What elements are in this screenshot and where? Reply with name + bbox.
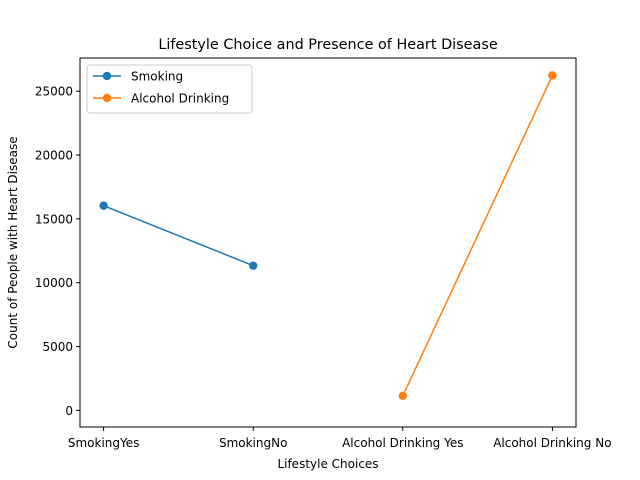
x-tick-label: Alcohol Drinking Yes <box>342 436 463 450</box>
legend-label: Smoking <box>131 70 183 84</box>
legend-marker <box>102 93 112 103</box>
chart-title: Lifestyle Choice and Presence of Heart D… <box>158 37 497 53</box>
plot-frame <box>79 57 577 428</box>
data-point <box>398 391 407 401</box>
legend: Smoking Alcohol Drinking <box>86 64 253 114</box>
y-axis: 0 5000 10000 15000 20000 25000 <box>35 85 80 418</box>
y-tick-label: 25000 <box>35 85 73 99</box>
x-tick-label: SmokingYes <box>68 436 140 450</box>
data-point <box>99 201 108 210</box>
plot-area <box>99 71 557 401</box>
x-tick-label: Alcohol Drinking No <box>493 436 611 450</box>
legend-box <box>86 64 253 114</box>
data-point <box>548 71 557 80</box>
y-tick-label: 0 <box>65 404 73 418</box>
x-axis-label: Lifestyle Choices <box>277 457 378 471</box>
y-axis-label: Count of People with Heart Disease <box>6 136 20 348</box>
legend-marker <box>102 71 112 81</box>
x-axis: SmokingYes SmokingNo Alcohol Drinking Yes A… <box>68 427 612 450</box>
series-line <box>103 204 254 267</box>
y-tick-label: 20000 <box>35 149 73 163</box>
series-line <box>402 75 554 397</box>
y-tick-label: 5000 <box>42 340 73 354</box>
x-tick-label: SmokingNo <box>219 436 287 450</box>
data-point <box>249 261 258 270</box>
y-tick-label: 10000 <box>35 276 73 290</box>
y-tick-label: 15000 <box>35 212 73 226</box>
legend-label: Alcohol Drinking <box>131 92 229 106</box>
